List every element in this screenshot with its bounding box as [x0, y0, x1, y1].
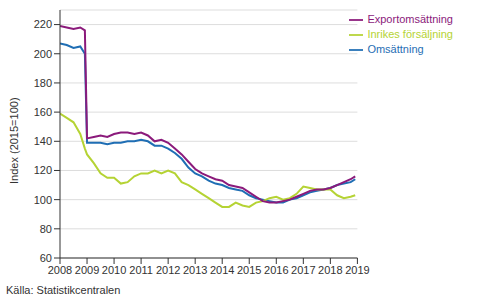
html-text:Källa: Statistikcentralen: Källa: Statistikcentralen — [6, 284, 121, 296]
svg-text:2014: 2014 — [210, 264, 234, 276]
svg-text:2017: 2017 — [291, 264, 315, 276]
svg-text:140: 140 — [34, 135, 52, 147]
svg-text:100: 100 — [34, 194, 52, 206]
svg-text:2013: 2013 — [183, 264, 207, 276]
svg-text:2011: 2011 — [129, 264, 153, 276]
html-text:Inrikes försäljning: Inrikes försäljning — [367, 28, 453, 41]
svg-text:2008: 2008 — [48, 264, 72, 276]
svg-text:200: 200 — [34, 48, 52, 60]
svg-text:160: 160 — [34, 106, 52, 118]
svg-text:120: 120 — [34, 164, 52, 176]
svg-text:2016: 2016 — [264, 264, 288, 276]
svg-text:2018: 2018 — [318, 264, 342, 276]
html-text:Exportomsättning: Exportomsättning — [367, 13, 453, 25]
svg-text:Index (2015=100): Index (2015=100) — [8, 97, 20, 184]
svg-text:80: 80 — [40, 223, 52, 235]
svg-text:2015: 2015 — [237, 264, 261, 276]
svg-text:60: 60 — [40, 252, 52, 264]
html-text:Omsättning: Omsättning — [367, 43, 424, 56]
svg-text:2010: 2010 — [102, 264, 126, 276]
svg-text:180: 180 — [34, 77, 52, 89]
svg-text:220: 220 — [34, 18, 52, 30]
svg-text:2009: 2009 — [75, 264, 99, 276]
svg-text:2019: 2019 — [345, 264, 369, 276]
svg-text:2012: 2012 — [156, 264, 180, 276]
